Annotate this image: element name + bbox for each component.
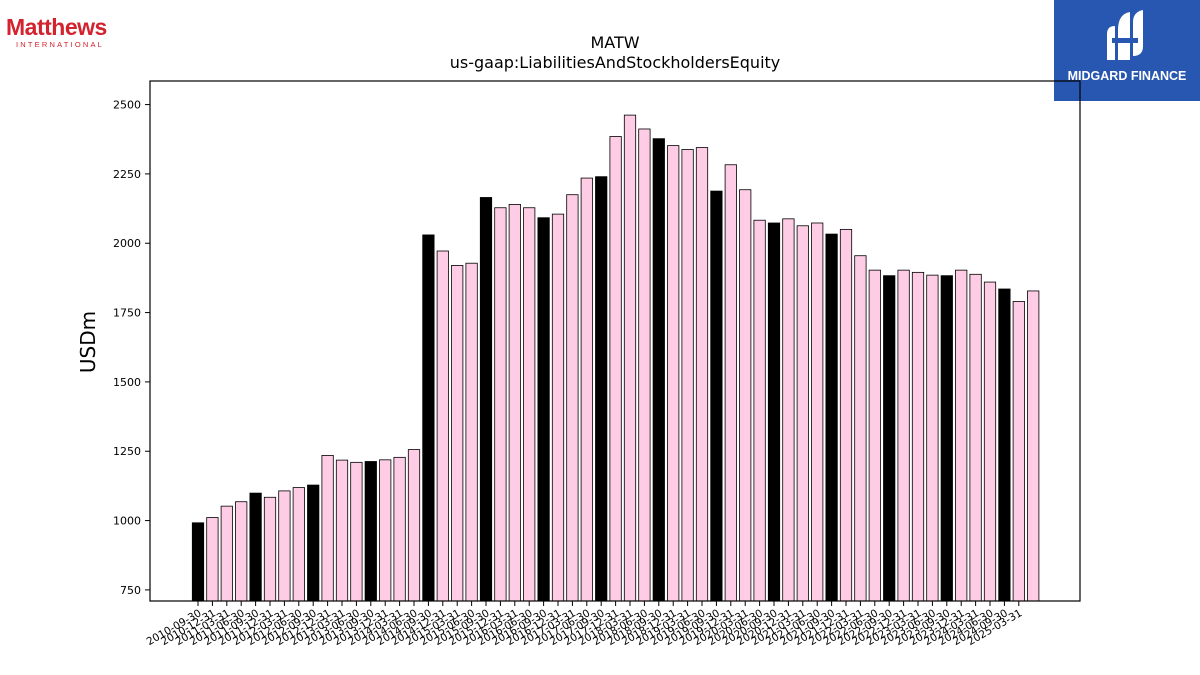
bar — [407, 449, 421, 602]
bar — [551, 213, 565, 602]
bar — [739, 189, 752, 602]
bar — [479, 197, 493, 602]
bar — [451, 265, 464, 602]
bar — [523, 207, 536, 602]
bar — [364, 461, 377, 602]
bar — [969, 273, 982, 602]
bar — [249, 492, 262, 602]
bar — [811, 222, 824, 602]
bar — [220, 505, 233, 602]
y-tick-label: 1500 — [113, 376, 141, 389]
bar — [335, 459, 349, 602]
bar — [911, 271, 925, 602]
bar — [191, 522, 205, 602]
bar — [652, 138, 665, 602]
bar — [1012, 301, 1025, 602]
bar — [724, 164, 737, 602]
bar — [609, 136, 622, 602]
plot-frame — [149, 80, 1081, 602]
bar — [436, 250, 449, 602]
bar — [955, 269, 968, 602]
bar — [1027, 290, 1040, 602]
bar — [695, 147, 709, 602]
y-tick-label: 2250 — [113, 168, 141, 181]
matthews-logo-brand: Matthews — [6, 14, 107, 40]
bar — [206, 517, 219, 602]
midgard-finance-logo: MIDGARD FINANCE — [1054, 0, 1200, 101]
y-tick-label: 2500 — [113, 99, 141, 112]
y-tick-label: 2000 — [113, 237, 141, 250]
midgard-mark-icon — [1107, 10, 1143, 60]
bar — [681, 149, 694, 602]
bar — [825, 233, 838, 602]
bar — [566, 194, 579, 602]
y-tick-label: 750 — [120, 584, 141, 597]
bar — [638, 128, 651, 602]
y-tick-label: 1000 — [113, 515, 141, 528]
bar — [307, 484, 320, 602]
x-axis: 2010-09-302010-12-312011-03-312011-06-30… — [145, 601, 1024, 648]
bar — [940, 275, 953, 602]
bar — [321, 454, 334, 602]
bar — [263, 496, 277, 602]
bar — [580, 177, 593, 602]
y-tick-label: 1250 — [113, 445, 141, 458]
bar — [278, 490, 291, 602]
bar — [998, 288, 1011, 602]
bar — [782, 218, 795, 602]
bar — [494, 207, 507, 602]
y-tick-label: 1750 — [113, 307, 141, 320]
bar — [897, 269, 910, 602]
bar — [796, 225, 809, 602]
bar — [595, 176, 608, 602]
chart-title: MATW — [590, 33, 639, 52]
bar — [379, 459, 392, 602]
bar — [854, 255, 867, 602]
bar — [839, 228, 853, 602]
matthews-logo: Matthews INTERNATIONAL — [6, 14, 107, 50]
bar — [537, 217, 550, 602]
chart-subtitle: us-gaap:LiabilitiesAndStockholdersEquity — [450, 53, 781, 72]
bar — [926, 274, 939, 602]
bar — [235, 501, 248, 602]
bar — [767, 222, 781, 602]
bar — [868, 269, 881, 602]
matthews-logo-sub: INTERNATIONAL — [16, 40, 105, 49]
bar — [393, 456, 406, 602]
bar — [422, 234, 435, 602]
bar — [623, 114, 637, 602]
y-axis-label: USDm — [76, 311, 100, 373]
bar — [753, 219, 766, 602]
bar — [667, 145, 680, 602]
midgard-logo-text: MIDGARD FINANCE — [1067, 69, 1187, 83]
bar — [710, 190, 723, 602]
bar — [465, 262, 478, 602]
bar — [350, 461, 363, 602]
bar-series — [191, 114, 1040, 602]
y-axis: 750 1000 1250 1500 1750 2000 2250 2500 — [113, 99, 150, 597]
bar — [508, 204, 521, 602]
bar — [983, 281, 997, 602]
bar — [292, 487, 305, 602]
bar — [883, 275, 896, 602]
